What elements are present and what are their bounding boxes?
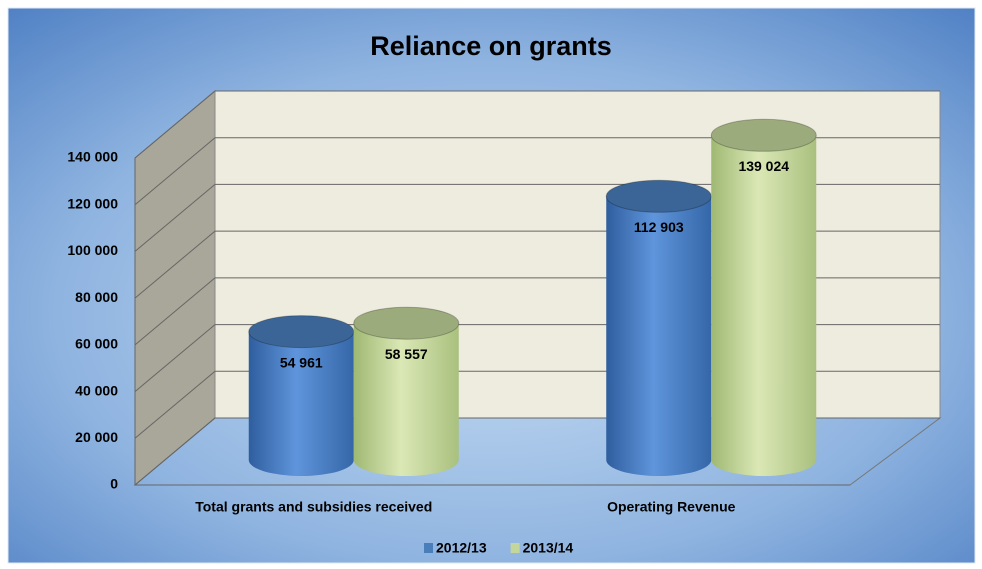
grid-line	[134, 417, 216, 486]
y-tick-label: 80 000	[75, 289, 118, 305]
value-label: 139 024	[738, 158, 789, 174]
y-tick-label: 20 000	[75, 429, 118, 445]
legend-label: 2012/13	[436, 540, 487, 556]
legend-swatch	[424, 543, 433, 553]
grid-line	[134, 137, 216, 206]
value-label: 112 903	[634, 219, 684, 235]
cylinder-top	[605, 179, 712, 213]
grid-line	[134, 90, 216, 159]
grid-line	[134, 324, 216, 392]
y-tick-label: 140 000	[67, 149, 118, 165]
cylinder	[711, 135, 817, 476]
cylinder	[353, 323, 459, 476]
cylinder	[606, 196, 712, 477]
legend-label: 2013/14	[523, 540, 574, 556]
grid-line	[134, 184, 216, 252]
grid-line	[134, 230, 216, 299]
x-tick-label: Total grants and subsidies received	[195, 499, 432, 515]
grid-line	[134, 370, 216, 439]
value-label: 58 557	[385, 346, 428, 362]
cylinder-top	[353, 306, 460, 340]
chart-title: Reliance on grants	[370, 31, 612, 61]
cylinder-top	[710, 118, 817, 152]
value-label: 54 961	[280, 354, 323, 370]
cylinder-top	[248, 315, 355, 349]
x-tick-label: Operating Revenue	[607, 499, 736, 515]
legend-swatch	[510, 543, 520, 553]
cylinder	[248, 331, 354, 476]
y-tick-label: 100 000	[67, 242, 118, 258]
y-tick-label: 0	[110, 476, 118, 492]
y-tick-label: 40 000	[75, 382, 118, 398]
y-tick-label: 60 000	[75, 336, 118, 352]
y-tick-label: 120 000	[67, 195, 118, 211]
grid-line	[134, 277, 216, 346]
